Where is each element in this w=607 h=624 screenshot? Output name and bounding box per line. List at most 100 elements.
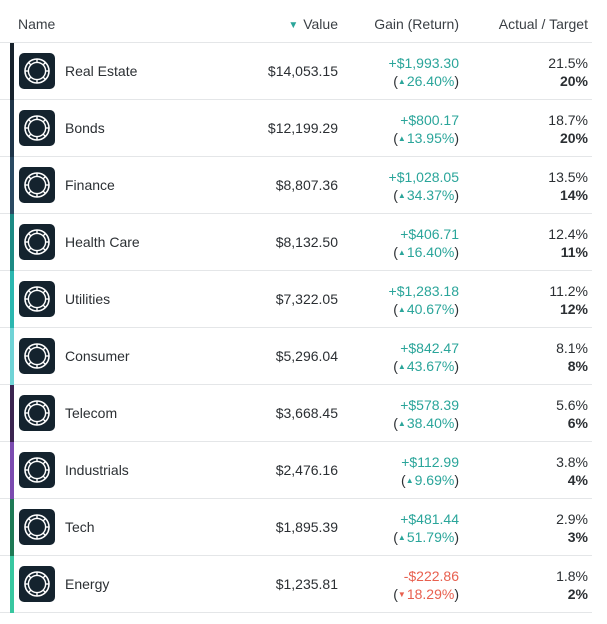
holding-logo-icon	[19, 452, 55, 488]
holding-gain: +$481.44 (▲51.79%)	[393, 510, 459, 549]
name-column-header[interactable]: Name	[18, 16, 56, 32]
gain-column-header[interactable]: Gain (Return)	[374, 16, 459, 32]
actual-percent: 3.8%	[556, 454, 588, 470]
target-column-header[interactable]: Actual / Target	[498, 16, 588, 32]
holding-allocation: 2.9% 3%	[556, 510, 588, 546]
gain-amount: +$1,028.05	[388, 169, 459, 185]
table-row[interactable]: Health Care $8,132.50 +$406.71 (▲16.40%)…	[0, 214, 592, 271]
holding-name: Industrials	[65, 462, 129, 478]
holding-gain: +$842.47 (▲43.67%)	[393, 339, 459, 378]
gain-return: (▲43.67%)	[393, 358, 459, 374]
holding-value: $7,322.05	[275, 291, 338, 307]
holding-allocation: 21.5% 20%	[548, 54, 588, 90]
table-row[interactable]: Bonds $12,199.29 +$800.17 (▲13.95%) 18.7…	[0, 100, 592, 157]
value-column-label: Value	[303, 16, 338, 32]
gain-amount: +$1,283.18	[388, 283, 459, 299]
actual-percent: 8.1%	[556, 340, 588, 356]
actual-percent: 21.5%	[548, 55, 588, 71]
return-percent: 16.40%	[406, 244, 455, 260]
table-row[interactable]: Real Estate $14,053.15 +$1,993.30 (▲26.4…	[0, 43, 592, 100]
holding-name: Finance	[65, 177, 115, 193]
gain-return: (▲40.67%)	[393, 301, 459, 317]
holding-value: $1,895.39	[275, 519, 338, 535]
holding-logo-icon	[19, 281, 55, 317]
sort-descending-icon: ▼	[288, 20, 299, 31]
return-percent: 9.69%	[414, 472, 455, 488]
target-percent: 20%	[559, 73, 588, 89]
direction-arrow-icon: ▼	[397, 590, 406, 599]
category-color-bar	[10, 499, 14, 556]
direction-arrow-icon: ▲	[397, 248, 406, 257]
direction-arrow-icon: ▲	[397, 305, 406, 314]
holding-allocation: 8.1% 8%	[556, 339, 588, 375]
holding-name: Telecom	[65, 405, 118, 421]
direction-arrow-icon: ▲	[397, 77, 406, 86]
direction-arrow-icon: ▲	[397, 134, 406, 143]
holding-gain: +$1,993.30 (▲26.40%)	[389, 54, 459, 93]
holding-gain: -$222.86 (▼18.29%)	[393, 567, 459, 606]
return-percent: 26.40%	[406, 73, 455, 89]
holding-name: Consumer	[65, 348, 130, 364]
holding-gain: +$1,283.18 (▲40.67%)	[389, 282, 459, 321]
actual-percent: 13.5%	[548, 169, 588, 185]
holding-logo-icon	[19, 395, 55, 431]
holding-logo-icon	[19, 566, 55, 602]
category-color-bar	[10, 43, 14, 100]
actual-percent: 12.4%	[548, 226, 588, 242]
holding-gain: +$406.71 (▲16.40%)	[393, 225, 459, 264]
return-percent: 40.67%	[406, 301, 455, 317]
table-header: Name ▼ Value Gain (Return) Actual / Targe…	[0, 0, 592, 43]
target-percent: 6%	[567, 415, 588, 431]
category-color-bar	[10, 157, 14, 214]
holding-value: $12,199.29	[267, 120, 338, 136]
actual-percent: 1.8%	[556, 568, 588, 584]
value-column-header[interactable]: ▼ Value	[288, 16, 338, 35]
direction-arrow-icon: ▲	[397, 419, 406, 428]
table-row[interactable]: Telecom $3,668.45 +$578.39 (▲38.40%) 5.6…	[0, 385, 592, 442]
actual-percent: 2.9%	[556, 511, 588, 527]
return-percent: 18.29%	[406, 586, 455, 602]
return-percent: 43.67%	[406, 358, 455, 374]
target-percent: 2%	[567, 586, 588, 602]
target-percent: 12%	[559, 301, 588, 317]
holding-gain: +$800.17 (▲13.95%)	[393, 111, 459, 150]
table-row[interactable]: Consumer $5,296.04 +$842.47 (▲43.67%) 8.…	[0, 328, 592, 385]
actual-percent: 5.6%	[556, 397, 588, 413]
table-row[interactable]: Utilities $7,322.05 +$1,283.18 (▲40.67%)…	[0, 271, 592, 328]
holding-allocation: 12.4% 11%	[548, 225, 588, 261]
gain-amount: +$406.71	[400, 226, 459, 242]
category-color-bar	[10, 271, 14, 328]
holding-allocation: 18.7% 20%	[548, 111, 588, 147]
table-row[interactable]: Finance $8,807.36 +$1,028.05 (▲34.37%) 1…	[0, 157, 592, 214]
holding-allocation: 1.8% 2%	[556, 567, 588, 603]
actual-percent: 11.2%	[549, 283, 588, 299]
table-row[interactable]: Industrials $2,476.16 +$112.99 (▲9.69%) …	[0, 442, 592, 499]
category-color-bar	[10, 442, 14, 499]
category-color-bar	[10, 214, 14, 271]
return-percent: 34.37%	[406, 187, 455, 203]
table-row[interactable]: Tech $1,895.39 +$481.44 (▲51.79%) 2.9% 3…	[0, 499, 592, 556]
table-row[interactable]: Energy $1,235.81 -$222.86 (▼18.29%) 1.8%…	[0, 556, 592, 613]
holding-logo-icon	[19, 509, 55, 545]
gain-amount: +$800.17	[400, 112, 459, 128]
gain-return: (▲16.40%)	[393, 244, 459, 260]
gain-amount: +$481.44	[400, 511, 459, 527]
category-color-bar	[10, 100, 14, 157]
holding-name: Real Estate	[65, 63, 138, 79]
target-percent: 3%	[567, 529, 588, 545]
gain-return: (▲13.95%)	[393, 130, 459, 146]
holding-name: Utilities	[65, 291, 111, 307]
holding-value: $2,476.16	[275, 462, 338, 478]
holding-name: Tech	[65, 519, 95, 535]
category-color-bar	[10, 556, 14, 613]
holding-allocation: 11.2% 12%	[549, 282, 588, 318]
holding-name: Health Care	[65, 234, 140, 250]
holding-value: $1,235.81	[275, 576, 338, 592]
holding-logo-icon	[19, 110, 55, 146]
holding-name: Bonds	[65, 120, 105, 136]
target-percent: 8%	[567, 358, 588, 374]
gain-return: (▲9.69%)	[401, 472, 459, 488]
return-percent: 51.79%	[406, 529, 455, 545]
direction-arrow-icon: ▲	[397, 191, 406, 200]
target-percent: 20%	[559, 130, 588, 146]
